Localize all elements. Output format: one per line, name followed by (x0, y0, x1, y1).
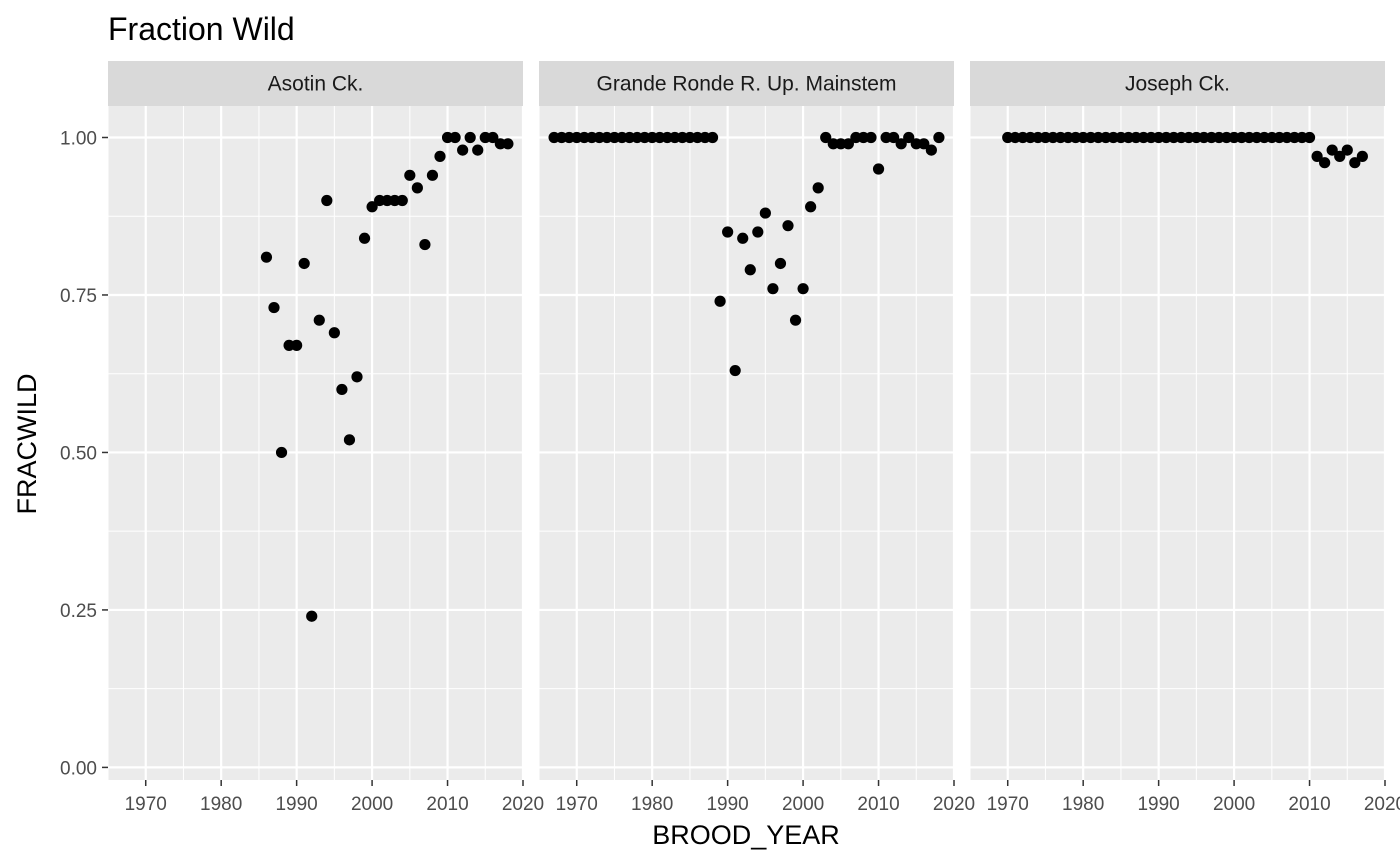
data-point (291, 339, 303, 351)
data-point (1311, 150, 1323, 162)
data-point (722, 226, 734, 238)
data-point (321, 194, 333, 207)
data-point (706, 131, 719, 144)
panel-background (970, 106, 1385, 780)
data-point (752, 226, 764, 238)
x-tick-label: 1970 (125, 794, 167, 815)
facet-strip (539, 61, 954, 106)
data-point (434, 150, 446, 162)
data-point (472, 144, 484, 156)
x-tick-label: 2010 (1288, 794, 1330, 815)
data-point (774, 257, 787, 270)
data-point (358, 232, 371, 244)
x-tick-label: 2000 (351, 794, 393, 815)
x-tick-label: 1970 (556, 794, 598, 815)
data-point (487, 131, 499, 144)
x-tick-label: 1970 (987, 794, 1029, 815)
data-point (396, 194, 408, 207)
x-tick-label: 2010 (857, 794, 899, 815)
facet-strip-label: Asotin Ck. (268, 73, 364, 96)
data-point (925, 144, 937, 156)
data-point (820, 131, 832, 144)
data-point (714, 295, 726, 307)
data-point (872, 163, 885, 175)
chart-title: Fraction Wild (108, 11, 295, 47)
data-point (797, 283, 809, 295)
data-point (888, 131, 900, 144)
data-point (426, 169, 439, 181)
x-tick-label: 1980 (631, 794, 673, 815)
x-tick-label: 2020 (1364, 794, 1400, 815)
x-tick-label: 2020 (933, 794, 975, 815)
facet-strip (108, 61, 523, 106)
data-point (351, 371, 363, 383)
data-point (1356, 150, 1368, 162)
data-point (366, 201, 378, 213)
data-point (805, 201, 817, 213)
data-point (404, 169, 416, 181)
data-point (343, 434, 356, 446)
data-point (903, 131, 915, 144)
data-point (268, 301, 280, 314)
panel-background (539, 106, 954, 780)
x-tick-label: 2010 (426, 794, 468, 815)
data-point (918, 138, 930, 150)
data-point (1334, 150, 1346, 162)
y-tick-label: 0.00 (60, 758, 97, 779)
data-point (842, 138, 854, 150)
data-point (812, 182, 824, 194)
data-point (782, 220, 794, 232)
x-tick-label: 1990 (275, 794, 317, 815)
x-tick-label: 2000 (782, 794, 824, 815)
x-tick-label: 1990 (1137, 794, 1179, 815)
data-point (275, 446, 288, 459)
data-point (449, 131, 461, 144)
data-point (457, 144, 469, 156)
data-point (411, 182, 423, 194)
data-point (895, 138, 907, 150)
data-point (306, 610, 318, 622)
facet-panel: Asotin Ck. 1970 1980 1990 2000 2010 2020 0.00 0.… (60, 61, 544, 815)
data-point (865, 131, 877, 144)
x-tick-label: 1990 (706, 794, 748, 815)
data-point (1349, 157, 1361, 169)
data-point (1326, 144, 1338, 156)
data-point (1303, 131, 1316, 144)
x-tick-label: 2000 (1213, 794, 1255, 815)
facet-panels: Asotin Ck. 1970 1980 1990 2000 2010 2020 0.00 0.… (60, 61, 1400, 815)
data-point (737, 232, 749, 244)
data-point (744, 264, 756, 276)
y-axis-title: FRACWILD (12, 374, 42, 515)
facet-panel: Grande Ronde R. Up. Mainstem 1970 1980 1990… (538, 61, 975, 815)
data-point (336, 383, 348, 396)
y-tick-label: 1.00 (60, 128, 97, 149)
data-point (1341, 144, 1353, 156)
data-point (328, 327, 340, 339)
data-point (502, 138, 514, 150)
data-point (759, 207, 771, 219)
facet-strip-label: Grande Ronde R. Up. Mainstem (597, 73, 897, 96)
data-point (419, 238, 431, 251)
data-point (767, 283, 779, 295)
data-point (789, 314, 802, 326)
x-axis-title: BROOD_YEAR (652, 820, 840, 850)
data-point (729, 364, 741, 377)
facet-strip (970, 61, 1385, 106)
data-point (933, 131, 945, 144)
facet-panel: Joseph Ck. 1970 1980 1990 2000 2010 2020 (969, 61, 1400, 815)
y-tick-label: 0.75 (60, 286, 97, 307)
data-point (313, 314, 325, 326)
data-point (260, 251, 273, 263)
facet-strip-label: Joseph Ck. (1125, 73, 1230, 96)
y-tick-label: 0.25 (60, 601, 97, 622)
x-tick-label: 1980 (200, 794, 242, 815)
x-tick-label: 1980 (1062, 794, 1104, 815)
panel-background (108, 106, 523, 780)
data-point (1319, 157, 1331, 169)
y-tick-label: 0.50 (60, 443, 97, 464)
data-point (464, 131, 476, 144)
x-tick-label: 2020 (502, 794, 544, 815)
data-point (298, 257, 310, 270)
